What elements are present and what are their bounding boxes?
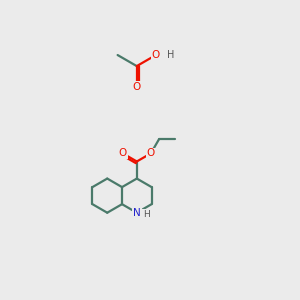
Text: O: O — [147, 148, 155, 158]
Text: N: N — [133, 208, 141, 218]
Text: O: O — [119, 148, 127, 158]
Text: O: O — [152, 50, 160, 60]
Text: H: H — [167, 50, 175, 60]
Text: O: O — [133, 82, 141, 92]
Text: H: H — [143, 210, 150, 219]
